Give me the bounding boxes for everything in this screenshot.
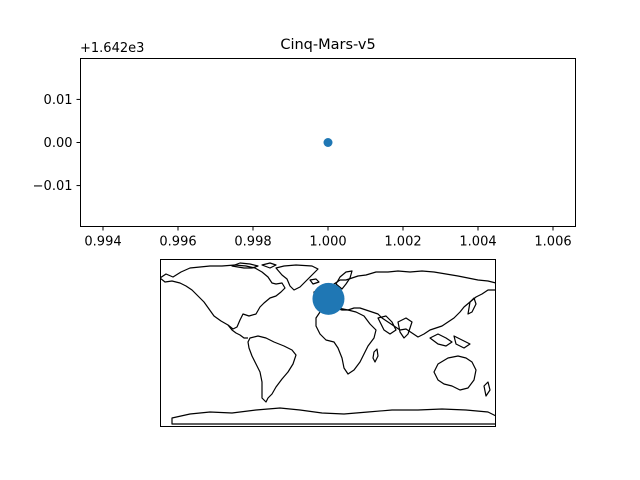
chart-title: Cinq-Mars-v5 [280,37,375,53]
y-tick-label: 0.01 [44,93,73,108]
x-tick-label: 1.004 [459,235,496,250]
x-tick-label: 1.002 [384,235,421,250]
x-tick-label: 0.996 [159,235,196,250]
y-offset-label: +1.642e3 [80,41,144,56]
map-point [312,282,345,315]
data-points [323,138,333,147]
x-tick-label: 0.994 [84,235,121,250]
world-map [160,259,496,427]
y-tick-label: 0.00 [44,136,73,151]
y-tick-label: −0.01 [33,179,73,194]
scatter-chart: Cinq-Mars-v5 +1.642e3 0.994 0.996 0.998 1.0… [33,37,576,250]
map-border [160,259,496,427]
axis-ticks: 0.994 0.996 0.998 1.000 1.002 1.004 1.006 0.01 0… [33,93,572,250]
x-tick-label: 0.998 [234,235,271,250]
x-tick-label: 1.000 [309,235,346,250]
map-points [312,282,345,315]
data-point [323,138,333,147]
coastlines [160,262,496,425]
x-tick-label: 1.006 [534,235,571,250]
